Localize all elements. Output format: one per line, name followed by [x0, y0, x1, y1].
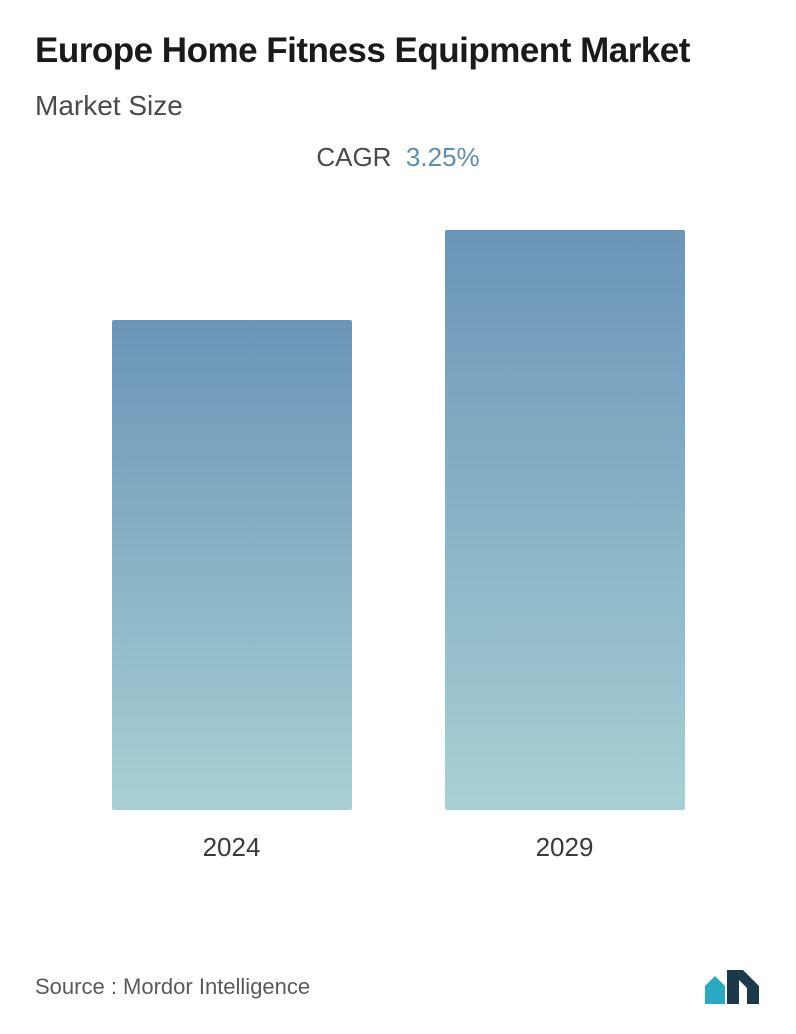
bar-chart: 2024 2029: [35, 223, 761, 863]
logo-icon: [703, 968, 761, 1006]
bar-group-2024: 2024: [102, 320, 362, 863]
cagr-label: CAGR: [316, 142, 391, 173]
chart-subtitle: Market Size: [35, 90, 761, 122]
bar-label-2029: 2029: [536, 832, 594, 863]
cagr-row: CAGR 3.25%: [35, 142, 761, 173]
bar-group-2029: 2029: [435, 230, 695, 863]
source-text: Source : Mordor Intelligence: [35, 974, 310, 1000]
cagr-value: 3.25%: [406, 142, 480, 173]
bar-2024: [112, 320, 352, 810]
bar-2029: [445, 230, 685, 810]
footer: Source : Mordor Intelligence: [35, 968, 761, 1006]
bar-label-2024: 2024: [203, 832, 261, 863]
chart-title: Europe Home Fitness Equipment Market: [35, 30, 761, 72]
